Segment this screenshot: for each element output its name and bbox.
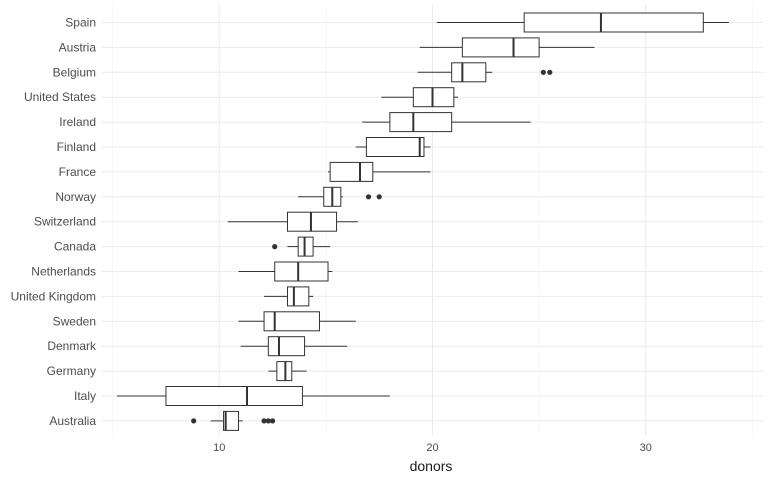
outlier-point bbox=[376, 194, 382, 200]
outlier-point bbox=[365, 194, 372, 200]
box-iqr bbox=[267, 336, 306, 357]
grid bbox=[102, 5, 763, 435]
x-tick-labels: 10 20 30 bbox=[213, 442, 652, 454]
category-label: Belgium bbox=[53, 65, 96, 79]
category-label: United States bbox=[24, 90, 96, 104]
box-united-states bbox=[381, 87, 459, 108]
box-sweden bbox=[238, 311, 356, 332]
box-iqr bbox=[412, 87, 455, 108]
box-iqr bbox=[461, 37, 540, 58]
box-germany bbox=[268, 361, 307, 382]
box-iqr bbox=[523, 12, 704, 33]
box-switzerland bbox=[227, 211, 358, 232]
category-label: Germany bbox=[47, 364, 96, 378]
category-label: Norway bbox=[55, 190, 96, 204]
box-iqr bbox=[287, 286, 310, 307]
outlier-point bbox=[540, 69, 546, 75]
box-netherlands bbox=[238, 261, 333, 282]
box-canada bbox=[272, 236, 331, 257]
outlier-point bbox=[265, 418, 271, 424]
category-label: United Kingdom bbox=[11, 289, 96, 303]
boxes bbox=[116, 12, 729, 431]
box-italy bbox=[116, 386, 390, 406]
box-iqr bbox=[274, 261, 329, 282]
category-label: Netherlands bbox=[31, 265, 96, 279]
category-label: Australia bbox=[49, 414, 96, 428]
box-iqr bbox=[451, 62, 487, 83]
box-finland bbox=[355, 137, 431, 157]
box-iqr bbox=[287, 211, 338, 232]
outlier-point bbox=[547, 69, 553, 75]
outlier-point bbox=[272, 244, 278, 250]
x-tick-label: 30 bbox=[640, 442, 652, 454]
category-label: France bbox=[59, 165, 97, 179]
outlier-point bbox=[191, 418, 197, 424]
x-tick-label: 10 bbox=[213, 442, 225, 454]
box-austria bbox=[419, 37, 595, 58]
box-iqr bbox=[223, 410, 239, 431]
outlier-point bbox=[269, 418, 276, 424]
category-label: Canada bbox=[54, 240, 96, 254]
x-axis-title: donors bbox=[410, 458, 453, 474]
category-label: Ireland bbox=[59, 115, 96, 129]
box-iqr bbox=[165, 386, 303, 406]
x-tick-label: 20 bbox=[426, 442, 438, 454]
box-united-kingdom bbox=[264, 286, 314, 307]
box-belgium bbox=[417, 62, 553, 83]
box-iqr bbox=[263, 311, 320, 332]
box-norway bbox=[298, 186, 382, 207]
box-iqr bbox=[389, 112, 453, 133]
box-australia bbox=[191, 410, 276, 431]
box-france bbox=[328, 161, 431, 182]
category-label: Sweden bbox=[53, 314, 96, 328]
category-label: Denmark bbox=[47, 339, 97, 353]
category-label: Italy bbox=[74, 389, 96, 403]
box-spain bbox=[436, 12, 729, 33]
box-denmark bbox=[240, 336, 348, 357]
category-label: Austria bbox=[59, 40, 97, 54]
category-label: Spain bbox=[65, 16, 96, 30]
category-label: Switzerland bbox=[34, 215, 96, 229]
box-iqr bbox=[365, 137, 425, 157]
box-ireland bbox=[362, 112, 531, 133]
category-labels: Spain Austria Belgium United States Ireland F… bbox=[11, 16, 97, 428]
box-iqr bbox=[276, 361, 293, 382]
box-iqr bbox=[329, 161, 374, 182]
outlier-point bbox=[261, 418, 267, 424]
category-label: Finland bbox=[57, 140, 96, 154]
box-iqr bbox=[297, 236, 314, 257]
